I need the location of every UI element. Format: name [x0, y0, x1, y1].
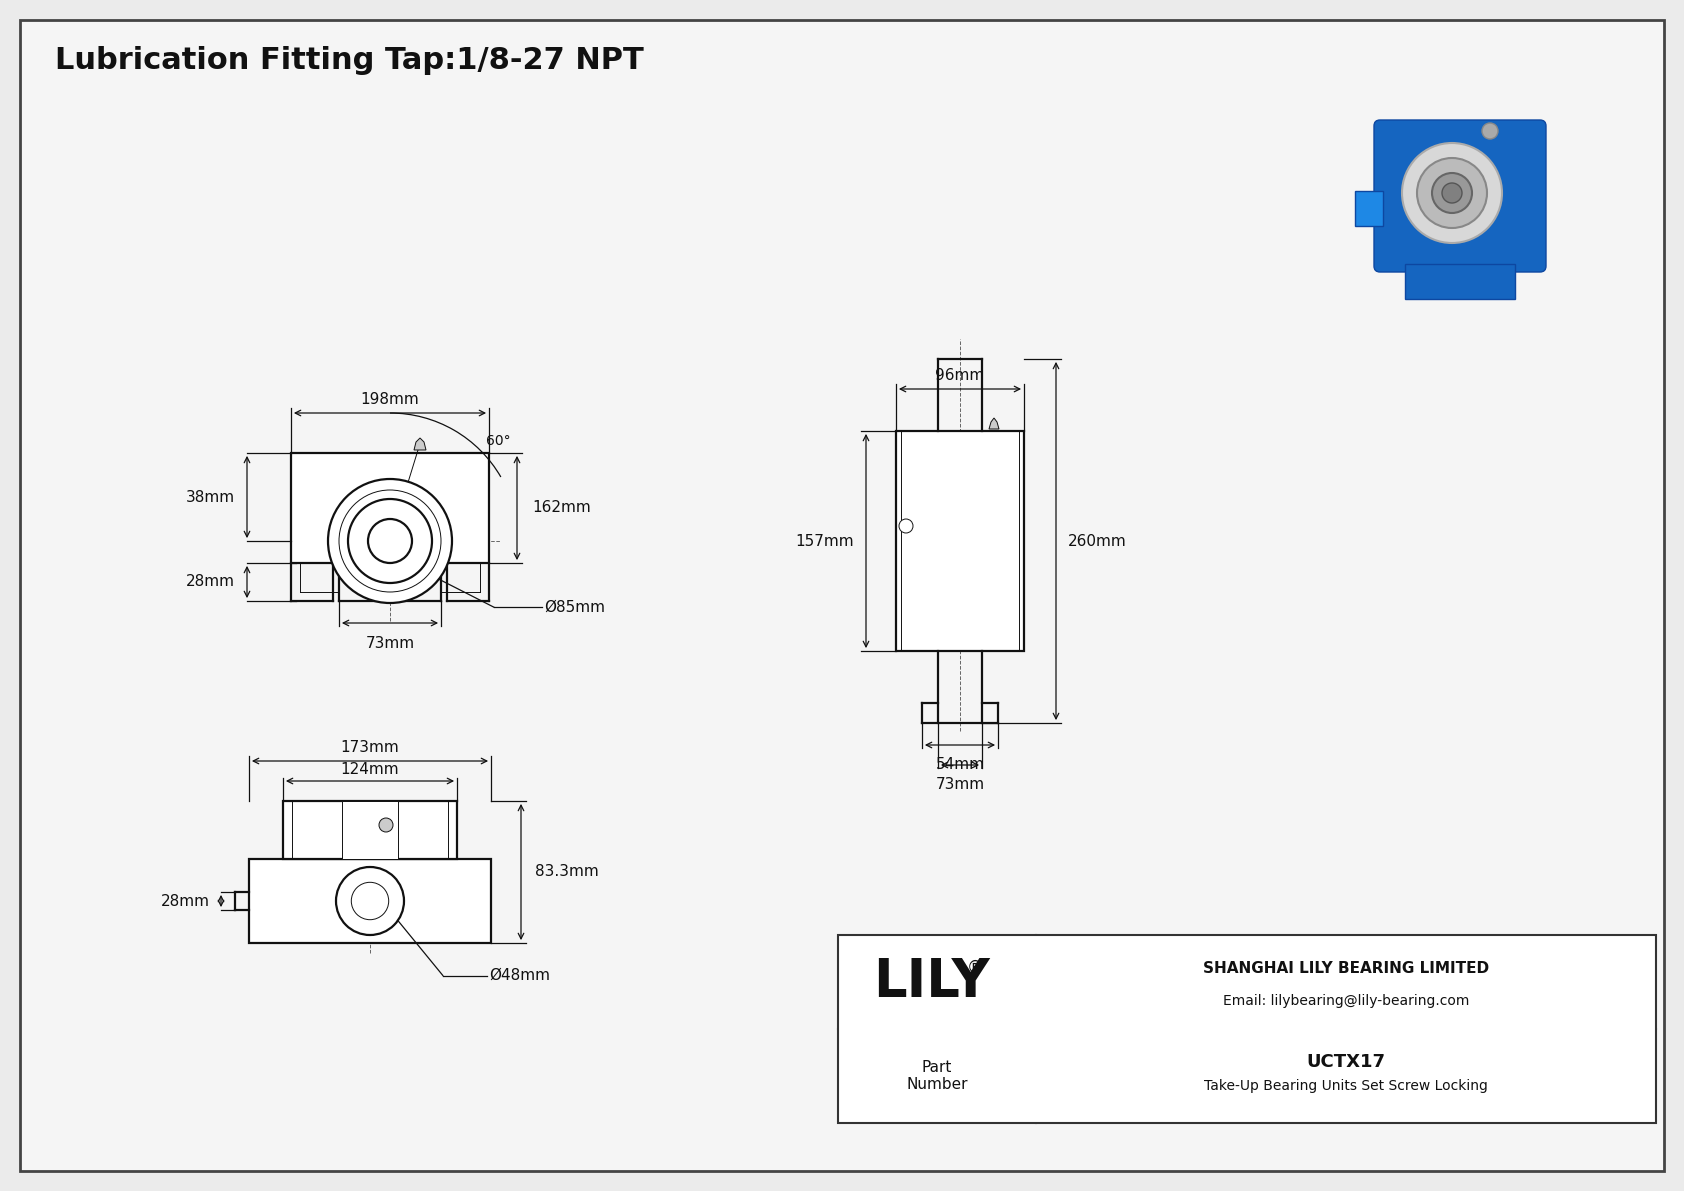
Text: 73mm: 73mm: [365, 636, 414, 651]
Circle shape: [1431, 173, 1472, 213]
Text: 38mm: 38mm: [185, 490, 236, 505]
Polygon shape: [414, 438, 426, 450]
Text: Ø85mm: Ø85mm: [544, 600, 605, 615]
Circle shape: [369, 519, 413, 563]
Circle shape: [338, 490, 441, 592]
Circle shape: [379, 818, 392, 833]
Text: Ø48mm: Ø48mm: [488, 968, 551, 983]
Text: UCTX17: UCTX17: [1307, 1053, 1386, 1071]
Text: 96mm: 96mm: [935, 368, 985, 384]
Circle shape: [1416, 158, 1487, 227]
Bar: [896, 431, 1024, 651]
Text: 54mm: 54mm: [936, 757, 985, 772]
Text: 173mm: 173mm: [340, 741, 399, 755]
Text: 73mm: 73mm: [935, 777, 985, 792]
Text: 60°: 60°: [487, 434, 510, 448]
Bar: [839, 935, 1655, 1123]
Text: 260mm: 260mm: [1068, 534, 1127, 549]
Circle shape: [328, 479, 451, 603]
Text: 124mm: 124mm: [340, 761, 399, 777]
Text: LILY: LILY: [874, 956, 990, 1008]
Circle shape: [1482, 123, 1499, 139]
Circle shape: [337, 867, 404, 935]
Text: SHANGHAI LILY BEARING LIMITED: SHANGHAI LILY BEARING LIMITED: [1202, 961, 1489, 977]
Bar: [342, 802, 397, 859]
Circle shape: [349, 499, 433, 584]
Text: ®: ®: [967, 959, 983, 977]
Bar: [1404, 264, 1516, 299]
Text: 28mm: 28mm: [185, 574, 236, 590]
Text: Email: lilybearing@lily-bearing.com: Email: lilybearing@lily-bearing.com: [1223, 993, 1468, 1008]
Text: 162mm: 162mm: [532, 500, 591, 516]
Text: 157mm: 157mm: [795, 534, 854, 549]
Bar: [1356, 191, 1383, 226]
Polygon shape: [989, 418, 999, 429]
Text: 198mm: 198mm: [360, 393, 419, 407]
Text: Lubrication Fitting Tap:1/8-27 NPT: Lubrication Fitting Tap:1/8-27 NPT: [56, 46, 643, 75]
Circle shape: [1403, 143, 1502, 243]
Text: 28mm: 28mm: [162, 893, 210, 909]
Bar: [283, 802, 456, 859]
Circle shape: [899, 519, 913, 534]
Text: Part
Number: Part Number: [906, 1060, 968, 1092]
Bar: [291, 453, 488, 563]
Circle shape: [1442, 183, 1462, 202]
Bar: [249, 859, 492, 943]
Circle shape: [352, 883, 389, 919]
Text: 83.3mm: 83.3mm: [536, 865, 600, 879]
Text: Take-Up Bearing Units Set Screw Locking: Take-Up Bearing Units Set Screw Locking: [1204, 1079, 1489, 1093]
FancyBboxPatch shape: [1374, 120, 1546, 272]
